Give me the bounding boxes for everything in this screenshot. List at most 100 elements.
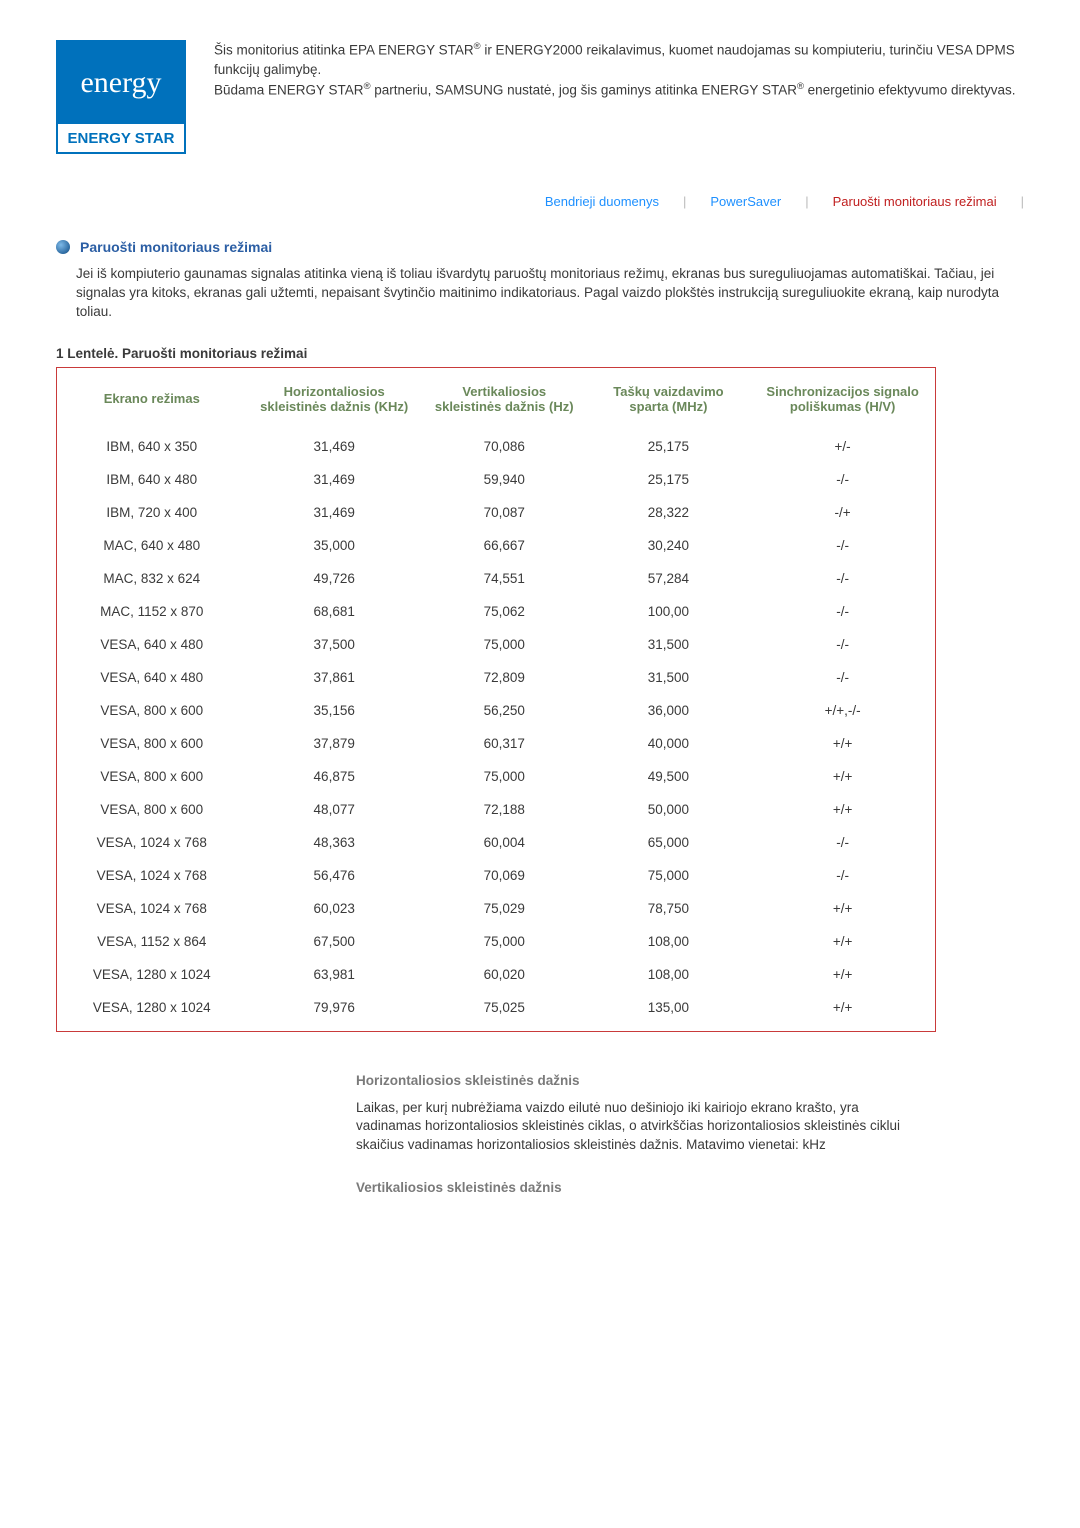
cell-c3: 70,086 bbox=[422, 430, 587, 463]
cell-c2: 31,469 bbox=[247, 496, 422, 529]
cell-c4: 25,175 bbox=[587, 430, 751, 463]
notes-block: Horizontaliosios skleistinės dažnis Laik… bbox=[356, 1072, 916, 1198]
cell-c5: +/+ bbox=[750, 793, 935, 826]
col-vfreq: Vertikaliosios skleistinės dažnis (Hz) bbox=[422, 367, 587, 430]
table-row: MAC, 1152 x 87068,68175,062100,00-/- bbox=[57, 595, 936, 628]
cell-c4: 31,500 bbox=[587, 628, 751, 661]
reg-mark-2: ® bbox=[364, 81, 371, 92]
cell-c4: 28,322 bbox=[587, 496, 751, 529]
table-row: MAC, 640 x 48035,00066,66730,240-/- bbox=[57, 529, 936, 562]
section-title: Paruošti monitoriaus režimai bbox=[80, 239, 272, 255]
cell-c2: 56,476 bbox=[247, 859, 422, 892]
cell-c1: VESA, 1024 x 768 bbox=[57, 859, 247, 892]
col-hfreq: Horizontaliosios skleistinės dažnis (KHz… bbox=[247, 367, 422, 430]
cell-c4: 75,000 bbox=[587, 859, 751, 892]
cell-c4: 78,750 bbox=[587, 892, 751, 925]
cell-c2: 48,363 bbox=[247, 826, 422, 859]
cell-c5: +/+ bbox=[750, 991, 935, 1032]
cell-c2: 67,500 bbox=[247, 925, 422, 958]
table-caption: 1 Lentelė. Paruošti monitoriaus režimai bbox=[56, 346, 1024, 361]
cell-c1: VESA, 800 x 600 bbox=[57, 760, 247, 793]
cell-c3: 75,025 bbox=[422, 991, 587, 1032]
cell-c3: 72,188 bbox=[422, 793, 587, 826]
cell-c4: 57,284 bbox=[587, 562, 751, 595]
cell-c1: VESA, 1280 x 1024 bbox=[57, 991, 247, 1032]
cell-c1: VESA, 640 x 480 bbox=[57, 628, 247, 661]
cell-c4: 25,175 bbox=[587, 463, 751, 496]
reg-mark-1: ® bbox=[474, 41, 481, 52]
col-pixel: Taškų vaizdavimo sparta (MHz) bbox=[587, 367, 751, 430]
energy-star-logo: energy ENERGY STAR bbox=[56, 40, 186, 154]
modes-table: Ekrano režimas Horizontaliosios skleisti… bbox=[56, 367, 936, 1032]
cell-c2: 63,981 bbox=[247, 958, 422, 991]
cell-c5: -/- bbox=[750, 529, 935, 562]
table-row: VESA, 800 x 60037,87960,31740,000+/+ bbox=[57, 727, 936, 760]
intro-line-2a: Būdama ENERGY STAR bbox=[214, 82, 364, 97]
col-screen-mode: Ekrano režimas bbox=[57, 367, 247, 430]
intro-line-2b: partneriu, SAMSUNG nustatė, jog šis gami… bbox=[371, 82, 797, 97]
notes-h2: Vertikaliosios skleistinės dažnis bbox=[356, 1179, 916, 1198]
cell-c5: -/- bbox=[750, 562, 935, 595]
cell-c3: 60,004 bbox=[422, 826, 587, 859]
section-head: Paruošti monitoriaus režimai bbox=[56, 239, 1024, 255]
cell-c5: -/- bbox=[750, 595, 935, 628]
table-row: VESA, 640 x 48037,50075,00031,500-/- bbox=[57, 628, 936, 661]
intro-block: energy ENERGY STAR Šis monitorius atitin… bbox=[56, 40, 1024, 154]
cell-c3: 75,062 bbox=[422, 595, 587, 628]
table-row: VESA, 1024 x 76856,47670,06975,000-/- bbox=[57, 859, 936, 892]
cell-c3: 75,029 bbox=[422, 892, 587, 925]
cell-c2: 68,681 bbox=[247, 595, 422, 628]
table-row: VESA, 640 x 48037,86172,80931,500-/- bbox=[57, 661, 936, 694]
cell-c1: VESA, 640 x 480 bbox=[57, 661, 247, 694]
tab-sep-1: | bbox=[683, 194, 686, 209]
cell-c1: VESA, 1024 x 768 bbox=[57, 892, 247, 925]
cell-c2: 60,023 bbox=[247, 892, 422, 925]
cell-c5: -/- bbox=[750, 628, 935, 661]
table-row: VESA, 800 x 60035,15656,25036,000+/+,-/- bbox=[57, 694, 936, 727]
table-row: VESA, 1152 x 86467,50075,000108,00+/+ bbox=[57, 925, 936, 958]
cell-c5: -/+ bbox=[750, 496, 935, 529]
cell-c5: -/- bbox=[750, 826, 935, 859]
section-body: Jei iš kompiuterio gaunamas signalas ati… bbox=[76, 265, 1014, 322]
table-row: IBM, 720 x 40031,46970,08728,322-/+ bbox=[57, 496, 936, 529]
cell-c5: +/- bbox=[750, 430, 935, 463]
table-row: VESA, 1024 x 76848,36360,00465,000-/- bbox=[57, 826, 936, 859]
cell-c4: 49,500 bbox=[587, 760, 751, 793]
notes-h1: Horizontaliosios skleistinės dažnis bbox=[356, 1072, 916, 1091]
cell-c3: 66,667 bbox=[422, 529, 587, 562]
tab-preset-modes[interactable]: Paruošti monitoriaus režimai bbox=[833, 194, 997, 209]
table-row: IBM, 640 x 48031,46959,94025,175-/- bbox=[57, 463, 936, 496]
cell-c1: VESA, 800 x 600 bbox=[57, 694, 247, 727]
cell-c3: 59,940 bbox=[422, 463, 587, 496]
cell-c1: IBM, 640 x 350 bbox=[57, 430, 247, 463]
cell-c5: -/- bbox=[750, 661, 935, 694]
cell-c1: IBM, 720 x 400 bbox=[57, 496, 247, 529]
cell-c5: -/- bbox=[750, 463, 935, 496]
bullet-icon bbox=[56, 240, 70, 254]
cell-c2: 31,469 bbox=[247, 463, 422, 496]
cell-c2: 31,469 bbox=[247, 430, 422, 463]
table-row: MAC, 832 x 62449,72674,55157,284-/- bbox=[57, 562, 936, 595]
reg-mark-3: ® bbox=[797, 81, 804, 92]
cell-c3: 60,020 bbox=[422, 958, 587, 991]
intro-text: Šis monitorius atitinka EPA ENERGY STAR®… bbox=[214, 40, 1024, 100]
tab-general[interactable]: Bendrieji duomenys bbox=[545, 194, 659, 209]
cell-c4: 40,000 bbox=[587, 727, 751, 760]
tab-powersaver[interactable]: PowerSaver bbox=[710, 194, 781, 209]
cell-c3: 75,000 bbox=[422, 628, 587, 661]
cell-c2: 35,000 bbox=[247, 529, 422, 562]
cell-c4: 36,000 bbox=[587, 694, 751, 727]
table-row: VESA, 1024 x 76860,02375,02978,750+/+ bbox=[57, 892, 936, 925]
cell-c2: 37,879 bbox=[247, 727, 422, 760]
table-body: IBM, 640 x 35031,46970,08625,175+/-IBM, … bbox=[57, 430, 936, 1032]
cell-c1: IBM, 640 x 480 bbox=[57, 463, 247, 496]
table-row: VESA, 1280 x 102479,97675,025135,00+/+ bbox=[57, 991, 936, 1032]
tabs-row: Bendrieji duomenys | PowerSaver | Paruoš… bbox=[56, 194, 1024, 209]
intro-line-1a: Šis monitorius atitinka EPA ENERGY STAR bbox=[214, 43, 474, 58]
notes-p1: Laikas, per kurį nubrėžiama vaizdo eilut… bbox=[356, 1099, 916, 1156]
cell-c3: 70,069 bbox=[422, 859, 587, 892]
cell-c1: VESA, 1024 x 768 bbox=[57, 826, 247, 859]
cell-c5: +/+ bbox=[750, 727, 935, 760]
cell-c4: 100,00 bbox=[587, 595, 751, 628]
logo-script: energy bbox=[58, 42, 184, 124]
